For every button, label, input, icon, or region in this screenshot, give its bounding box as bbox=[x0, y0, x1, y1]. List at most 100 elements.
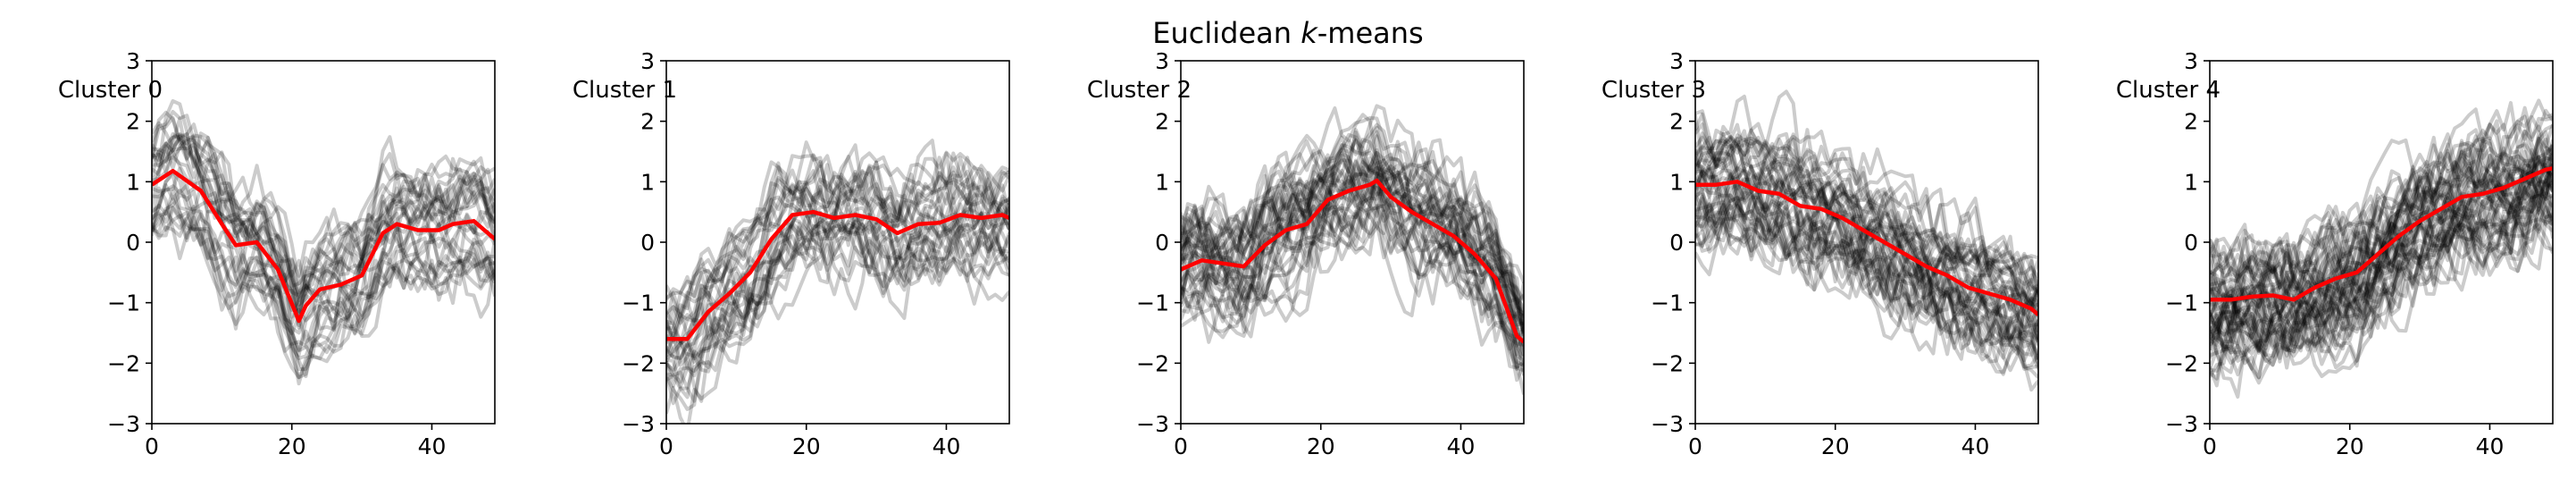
member-series-line bbox=[152, 216, 495, 380]
member-series-line bbox=[2210, 114, 2553, 298]
member-series-line bbox=[152, 139, 495, 289]
member-series-line bbox=[152, 131, 495, 327]
y-tick-label: 0 bbox=[640, 230, 655, 256]
member-series-line bbox=[1695, 129, 2038, 332]
member-series-line bbox=[2210, 205, 2553, 358]
member-series-line bbox=[1181, 156, 1524, 324]
member-series-line bbox=[2210, 137, 2553, 337]
member-series-line bbox=[152, 131, 495, 302]
member-series-line bbox=[1181, 130, 1524, 313]
member-series-line bbox=[666, 179, 1009, 343]
member-series-line bbox=[2210, 172, 2553, 358]
member-series-line bbox=[2210, 180, 2553, 341]
member-series-line bbox=[1695, 135, 2038, 312]
member-series-line bbox=[2210, 139, 2553, 326]
member-series-line bbox=[666, 235, 1009, 389]
member-series-line bbox=[1695, 122, 2038, 303]
figure-title: Euclidean k-means bbox=[1152, 16, 1423, 50]
member-series-line bbox=[2210, 157, 2553, 342]
x-tick-label: 40 bbox=[933, 433, 961, 459]
x-tick-label: 20 bbox=[1307, 433, 1335, 459]
member-series-line bbox=[2210, 168, 2553, 353]
x-tick-label: 0 bbox=[1688, 433, 1702, 459]
y-tick-label: 3 bbox=[1155, 48, 1169, 74]
member-series-line bbox=[2210, 149, 2553, 294]
member-series-line bbox=[1181, 209, 1524, 376]
member-series-line bbox=[152, 133, 495, 322]
member-series-line bbox=[2210, 136, 2553, 304]
member-series-line bbox=[1181, 160, 1524, 334]
member-series-group bbox=[666, 139, 1009, 424]
panel-title: Cluster 0 bbox=[58, 77, 163, 104]
member-series-line bbox=[1695, 170, 2038, 374]
y-tick-label: 3 bbox=[640, 48, 655, 74]
member-series-line bbox=[2210, 119, 2553, 307]
member-series-line bbox=[1695, 215, 2038, 360]
member-series-line bbox=[2210, 122, 2553, 299]
y-tick-label: −3 bbox=[2165, 411, 2198, 437]
panel-1: −3 −2 −1 0 1 2 3 0 20 40 Cluster 1 bbox=[573, 48, 1010, 459]
member-series-line bbox=[1181, 138, 1524, 329]
member-series-line bbox=[666, 139, 1009, 339]
member-series-line bbox=[2210, 159, 2553, 336]
member-series-line bbox=[152, 110, 495, 299]
y-tick-label: −2 bbox=[1651, 350, 1684, 376]
member-series-line bbox=[152, 155, 495, 299]
member-series-line bbox=[1181, 203, 1524, 369]
member-series-line bbox=[2210, 179, 2553, 350]
member-series-line bbox=[152, 206, 495, 352]
member-series-line bbox=[152, 189, 495, 386]
member-series-line bbox=[152, 110, 495, 297]
y-tick-label: 2 bbox=[2184, 109, 2198, 135]
member-series-group bbox=[1181, 104, 1524, 395]
member-series-line bbox=[2210, 217, 2553, 367]
member-series-line bbox=[2210, 156, 2553, 343]
member-series-line bbox=[666, 160, 1009, 304]
member-series-line bbox=[152, 147, 495, 312]
member-series-line bbox=[1181, 104, 1524, 323]
member-series-line bbox=[152, 205, 495, 335]
member-series-line bbox=[1181, 204, 1524, 373]
x-tick-label: 20 bbox=[2336, 433, 2364, 459]
member-series-line bbox=[666, 212, 1009, 403]
x-tick-label: 20 bbox=[1821, 433, 1850, 459]
member-series-line bbox=[2210, 204, 2553, 371]
member-series-line bbox=[152, 116, 495, 301]
member-series-line bbox=[666, 150, 1009, 301]
member-series-line bbox=[2210, 105, 2553, 280]
member-series-line bbox=[2210, 205, 2553, 355]
title-suffix: -means bbox=[1317, 16, 1424, 50]
centroid-line bbox=[152, 168, 495, 324]
member-series-line bbox=[1181, 130, 1524, 306]
member-series-line bbox=[1695, 166, 2038, 362]
member-series-line bbox=[2210, 101, 2553, 303]
member-series-line bbox=[666, 214, 1009, 424]
member-series-line bbox=[1695, 181, 2038, 352]
member-series-line bbox=[666, 201, 1009, 343]
y-tick-label: 1 bbox=[1155, 169, 1169, 195]
member-series-line bbox=[2210, 165, 2553, 374]
x-tick-label: 20 bbox=[278, 433, 306, 459]
member-series-line bbox=[1181, 178, 1524, 361]
y-tick-label: −2 bbox=[1136, 350, 1169, 376]
member-series-line bbox=[1695, 134, 2038, 316]
x-tick-label: 0 bbox=[2203, 433, 2217, 459]
member-series-line bbox=[1181, 134, 1524, 332]
member-series-line bbox=[1695, 177, 2038, 348]
member-series-line bbox=[1181, 151, 1524, 337]
y-tick-label: −2 bbox=[2165, 350, 2198, 376]
member-series-line bbox=[1695, 206, 2038, 367]
member-series-line bbox=[2210, 164, 2553, 341]
title-prefix: Euclidean bbox=[1152, 16, 1301, 50]
panel-2: −3 −2 −1 0 1 2 3 0 20 40 Cluster 2 bbox=[1087, 48, 1525, 459]
member-series-line bbox=[2210, 159, 2553, 337]
member-series-line bbox=[666, 222, 1009, 374]
y-tick-label: 3 bbox=[126, 48, 140, 74]
y-tick-label: −1 bbox=[107, 290, 140, 316]
member-series-line bbox=[666, 182, 1009, 349]
member-series-line bbox=[2210, 156, 2553, 334]
member-series-line bbox=[152, 212, 495, 380]
member-series-line bbox=[666, 163, 1009, 345]
member-series-line bbox=[2210, 190, 2553, 380]
